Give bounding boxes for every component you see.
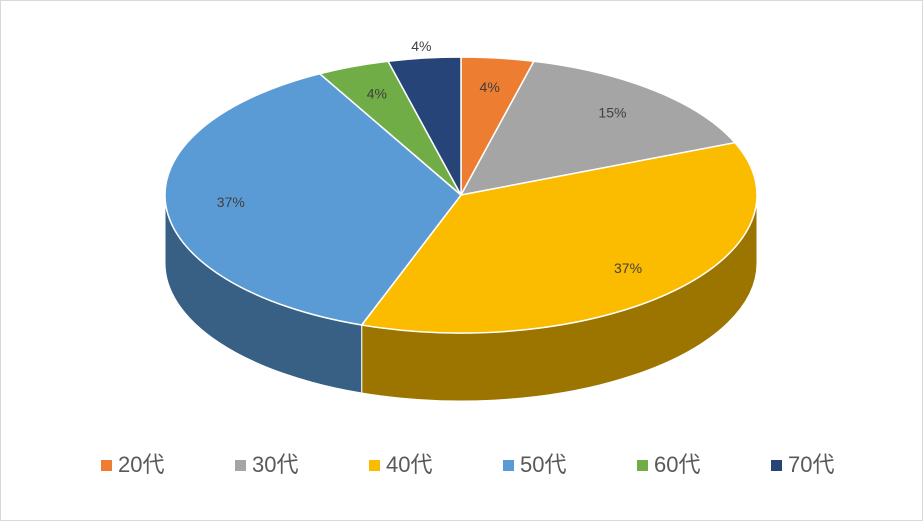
legend-marker <box>637 460 648 471</box>
legend-marker <box>235 460 246 471</box>
legend-label: 60代 <box>654 452 700 477</box>
data-label: 4% <box>411 38 431 54</box>
legend-label: 70代 <box>788 452 834 477</box>
legend-marker <box>101 460 112 471</box>
pie-slice <box>164 72 463 326</box>
data-label: 37% <box>217 194 245 210</box>
legend-label: 20代 <box>118 452 164 477</box>
data-label: 4% <box>367 85 387 101</box>
pie-slice <box>360 141 758 334</box>
data-label: 4% <box>480 79 500 95</box>
legend-marker <box>503 460 514 471</box>
legend-label: 40代 <box>386 452 432 477</box>
data-label: 15% <box>598 104 626 120</box>
pie-slice <box>459 60 737 197</box>
legend-marker <box>369 460 380 471</box>
pie-slice <box>386 56 462 196</box>
legend-marker <box>771 460 782 471</box>
legend-label: 30代 <box>252 452 298 477</box>
data-label: 37% <box>614 260 642 276</box>
legend-label: 50代 <box>520 452 566 477</box>
